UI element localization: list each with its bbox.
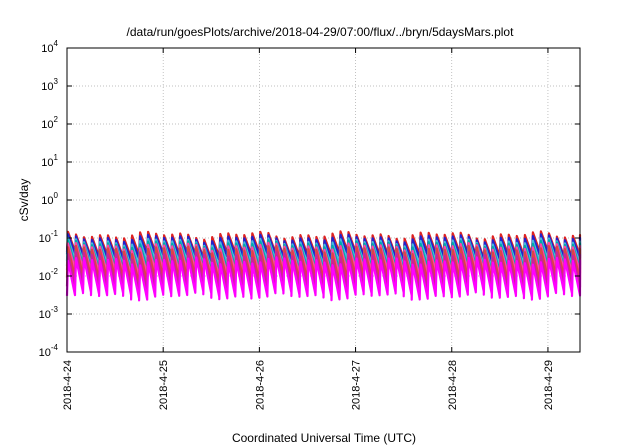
y-axis-label: cSv/day [17,179,31,222]
chart-title: /data/run/goesPlots/archive/2018-04-29/0… [127,25,515,39]
y-tick-label: 104 [41,39,58,55]
y-tick-label: 10-4 [39,343,59,359]
y-tick-label: 102 [41,115,58,131]
y-tick-label: 103 [41,77,58,93]
x-tick-label: 2018-4-26 [254,360,266,410]
y-tick-label: 101 [41,153,58,169]
plot-frame [66,47,581,353]
x-tick-label: 2018-4-27 [351,360,363,410]
x-tick-label: 2018-4-25 [158,360,170,410]
data-series [65,230,582,302]
grid-lines [67,48,580,352]
y-tick-label: 100 [41,191,58,207]
y-axis-ticks: 10-4 10-3 10-2 10-1 100 101 102 103 104 [39,39,580,359]
x-axis-ticks: 2018-4-24 2018-4-25 2018-4-26 2018-4-27 2018… [62,48,555,410]
x-axis-label: Coordinated Universal Time (UTC) [232,431,416,445]
x-tick-label: 2018-4-24 [62,360,74,410]
y-tick-label: 10-1 [39,229,59,245]
series-line [65,256,582,302]
y-tick-label: 10-3 [39,305,59,321]
x-tick-label: 2018-4-28 [447,360,459,410]
x-tick-label: 2018-4-29 [543,360,555,410]
y-tick-label: 10-2 [39,267,59,283]
